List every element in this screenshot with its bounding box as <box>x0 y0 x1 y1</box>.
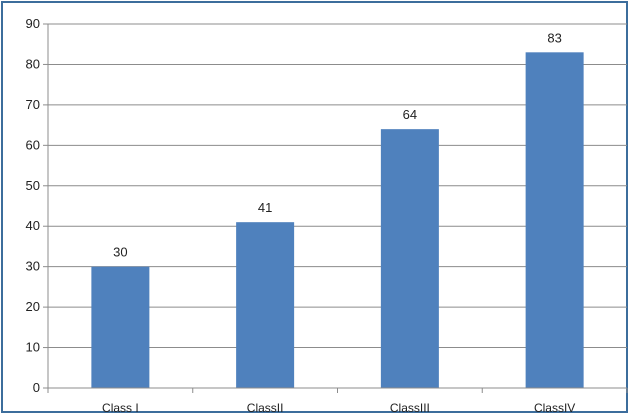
y-tick-label: 80 <box>26 56 40 71</box>
y-tick-label: 10 <box>26 340 40 355</box>
x-tick-label: ClassIV <box>534 401 575 415</box>
y-tick-label: 20 <box>26 299 40 314</box>
bar <box>91 266 150 388</box>
x-axis-ticks: Class I ClassII ClassIII ClassIV <box>47 388 628 415</box>
y-tick-label: 60 <box>26 137 40 152</box>
bar <box>236 222 295 388</box>
bar <box>380 129 439 388</box>
y-tick-label: 40 <box>26 218 40 233</box>
data-labels: 30 41 64 83 <box>113 30 562 259</box>
y-tick-label: 30 <box>26 259 40 274</box>
bars <box>91 52 584 389</box>
x-tick-label: Class I <box>102 401 139 415</box>
bar <box>525 52 584 389</box>
y-tick-label: 0 <box>33 380 40 395</box>
x-tick-label: ClassIII <box>390 401 430 415</box>
y-tick-label: 50 <box>26 178 40 193</box>
y-tick-label: 70 <box>26 97 40 112</box>
y-tick-label: 90 <box>26 16 40 31</box>
data-label: 64 <box>403 107 417 122</box>
data-label: 83 <box>547 30 561 45</box>
y-axis-ticks: 0 10 20 30 40 50 60 70 80 90 <box>26 16 48 395</box>
x-tick-label: ClassII <box>247 401 284 415</box>
data-label: 41 <box>258 200 272 215</box>
data-label: 30 <box>113 245 127 260</box>
